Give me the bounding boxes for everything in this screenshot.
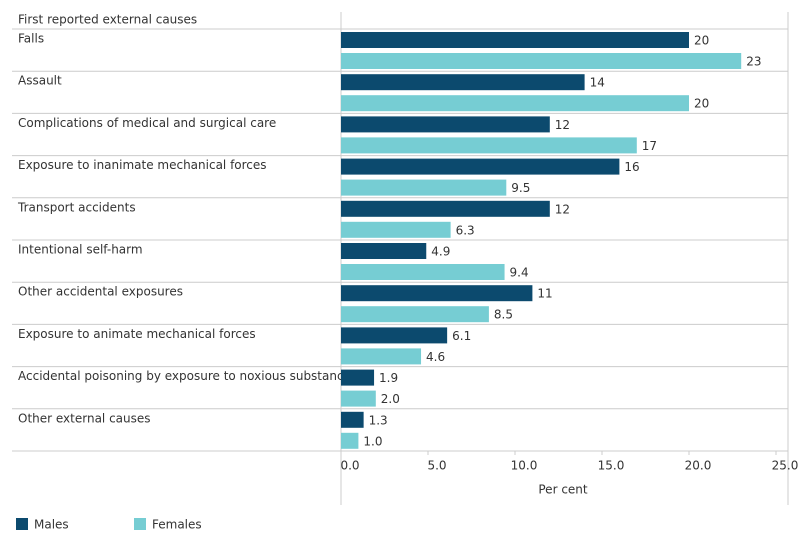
value-label: 2.0 xyxy=(381,392,400,406)
bar xyxy=(341,306,489,323)
value-label: 12 xyxy=(555,202,570,216)
x-tick-label: 5.0 xyxy=(427,459,446,473)
value-label: 1.9 xyxy=(379,371,398,385)
bar xyxy=(341,264,505,280)
value-label: 20 xyxy=(694,34,709,48)
bar xyxy=(341,200,550,217)
category-label: Complications of medical and surgical ca… xyxy=(18,116,276,130)
category-label: Falls xyxy=(18,32,44,46)
legend-label: Males xyxy=(34,518,69,532)
category-label: Accidental poisoning by exposure to noxi… xyxy=(18,369,357,383)
value-label: 17 xyxy=(642,139,657,153)
bar xyxy=(341,137,637,154)
bar xyxy=(341,158,620,175)
x-tick-label: 10.0 xyxy=(511,459,538,473)
x-tick-label: 25.0 xyxy=(772,459,799,473)
bar xyxy=(341,369,375,386)
y-axis-title: First reported external causes xyxy=(18,13,197,27)
value-label: 16 xyxy=(624,160,639,174)
category-label: Assault xyxy=(18,74,62,88)
bar xyxy=(341,348,422,365)
bar xyxy=(341,53,742,69)
x-tick-label: 0.0 xyxy=(340,459,359,473)
value-label: 11 xyxy=(537,287,552,301)
value-label: 4.9 xyxy=(431,245,450,259)
value-label: 4.6 xyxy=(426,350,445,364)
value-label: 9.5 xyxy=(511,181,530,195)
value-label: 20 xyxy=(694,97,709,111)
category-label: Transport accidents xyxy=(17,200,136,214)
legend-swatch xyxy=(16,518,28,530)
bar xyxy=(341,327,448,344)
bar xyxy=(341,32,689,48)
category-label: Intentional self-harm xyxy=(18,243,143,257)
x-tick-label: 20.0 xyxy=(685,459,712,473)
bar xyxy=(341,285,533,302)
value-label: 9.4 xyxy=(510,266,529,280)
legend-swatch xyxy=(134,518,146,530)
value-label: 14 xyxy=(590,76,605,90)
bar xyxy=(341,390,376,407)
value-label: 1.0 xyxy=(363,434,382,448)
bar xyxy=(341,116,550,133)
legend-label: Females xyxy=(152,518,202,532)
category-label: Exposure to inanimate mechanical forces xyxy=(18,158,267,172)
bar xyxy=(341,411,364,428)
value-label: 23 xyxy=(746,55,761,69)
category-label: Other accidental exposures xyxy=(18,285,183,299)
category-label: Exposure to animate mechanical forces xyxy=(18,327,256,341)
bar xyxy=(341,74,585,91)
bar xyxy=(341,432,359,449)
bar xyxy=(341,243,427,259)
bar xyxy=(341,179,507,196)
value-label: 1.3 xyxy=(369,413,388,427)
x-axis-title: Per cent xyxy=(538,483,588,497)
bar xyxy=(341,95,689,112)
category-label: Other external causes xyxy=(18,411,151,425)
x-tick-label: 15.0 xyxy=(598,459,625,473)
bar xyxy=(341,221,451,238)
value-label: 6.1 xyxy=(452,329,471,343)
value-label: 6.3 xyxy=(456,223,475,237)
value-label: 12 xyxy=(555,118,570,132)
value-label: 8.5 xyxy=(494,308,513,322)
